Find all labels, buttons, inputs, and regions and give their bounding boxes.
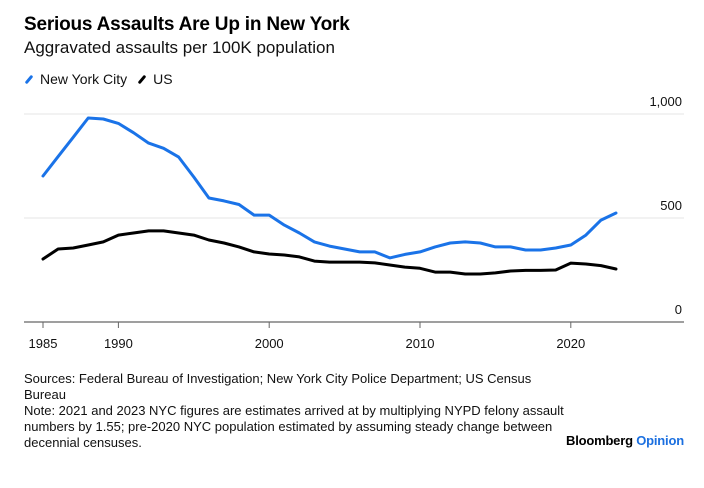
x-tick-label: 1990	[104, 336, 133, 351]
x-axis: 1985 1990 2000 2010 2020	[24, 321, 684, 351]
legend-item-us: US	[137, 71, 173, 87]
brand-primary: Bloomberg	[566, 433, 633, 448]
note-text: Note: 2021 and 2023 NYC figures are esti…	[24, 403, 564, 450]
y-tick-label: 0	[675, 302, 682, 317]
legend-label: New York City	[40, 71, 128, 87]
x-tick-label: 2020	[556, 336, 585, 351]
series-line-us	[41, 229, 618, 276]
x-tick-label: 2010	[406, 336, 435, 351]
x-tick-label: 1985	[29, 336, 58, 351]
legend-item-nyc: New York City	[24, 71, 127, 87]
legend: New York City US	[24, 71, 183, 87]
y-tick-label: 500	[660, 198, 682, 213]
gridlines	[24, 113, 684, 219]
footnote: Sources: Federal Bureau of Investigation…	[24, 371, 564, 451]
series-lines	[41, 116, 618, 276]
x-tick-label: 2000	[255, 336, 284, 351]
y-axis-labels: 0 500 1,000	[649, 94, 682, 317]
brand-logo: Bloomberg Opinion	[566, 433, 684, 448]
brand-secondary: Opinion	[636, 433, 684, 448]
chart-subtitle: Aggravated assaults per 100K population	[24, 38, 335, 57]
legend-label: US	[153, 71, 173, 87]
y-tick-label: 1,000	[649, 94, 682, 109]
series-line-new-york-city	[41, 116, 618, 260]
sources-text: Sources: Federal Bureau of Investigation…	[24, 371, 532, 402]
chart-title: Serious Assaults Are Up in New York	[24, 14, 350, 35]
